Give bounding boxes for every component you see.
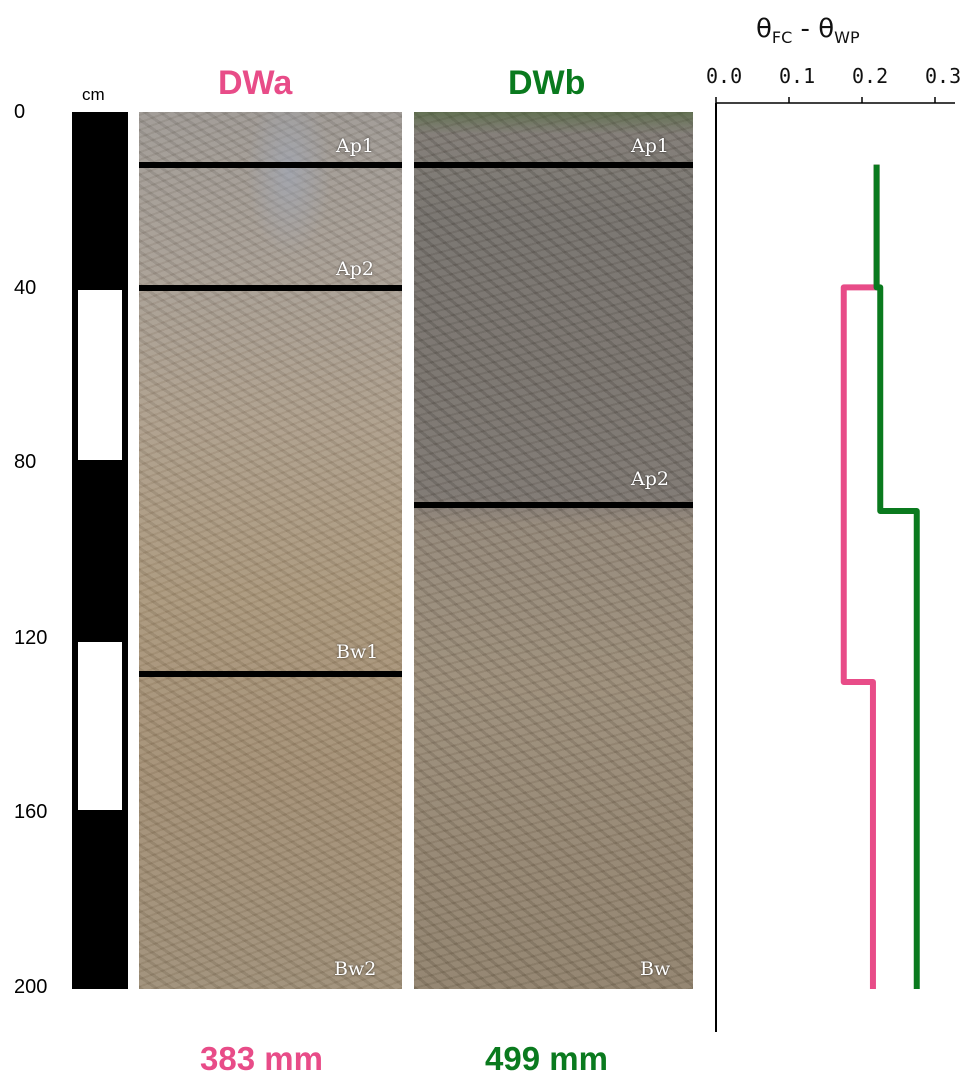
depth-label-120: 120 — [14, 627, 48, 649]
horizon-boundary-dwa-3 — [139, 671, 402, 677]
series-line-dwb — [873, 164, 920, 989]
depth-label-200: 200 — [14, 976, 48, 998]
horizon-boundary-dwb-2 — [414, 502, 693, 508]
horizon-label-dwb-ap1: Ap1 — [631, 135, 669, 157]
horizon-boundary-dwa-2 — [139, 285, 402, 291]
x-tick-label-1: 0.1 — [779, 64, 816, 88]
depth-label-0: 0 — [14, 101, 26, 123]
horizon-label-dwa-ap2: Ap2 — [336, 258, 374, 280]
horizon-label-dwa-ap1: Ap1 — [336, 135, 374, 157]
horizon-label-dwb-ap2: Ap2 — [631, 468, 669, 490]
depth-label-160: 160 — [14, 801, 48, 823]
x-tick-label-0: 0.0 — [706, 64, 743, 88]
chart-title-theta-1: θ — [756, 14, 772, 44]
depth-label-40: 40 — [14, 277, 37, 299]
soil-photo-dwa — [139, 112, 402, 989]
ruler-unit-label: cm — [82, 85, 105, 104]
ruler-white-segment — [78, 290, 122, 460]
soil-photo-dwb — [414, 112, 693, 989]
horizon-label-dwa-bw2: Bw2 — [334, 958, 377, 980]
chart-title-sub-wp: WP — [834, 28, 860, 48]
ruler-white-segment — [78, 642, 122, 810]
series-line-dwa — [840, 164, 880, 989]
x-tick-label-3: 0.3 — [925, 64, 962, 88]
profile-title-dwa: DWa — [218, 64, 293, 102]
total-dwa: 383 mm — [200, 1040, 323, 1077]
total-dwb: 499 mm — [485, 1040, 608, 1077]
horizon-label-dwb-bw: Bw — [640, 958, 671, 980]
horizon-boundary-dwb-1 — [414, 162, 693, 168]
depth-label-80: 80 — [14, 451, 37, 473]
x-tick-label-2: 0.2 — [852, 64, 889, 88]
horizon-label-dwa-bw1: Bw1 — [336, 641, 379, 663]
horizon-boundary-dwa-1 — [139, 162, 402, 168]
chart-title-mid: - θ — [792, 14, 835, 44]
profile-title-dwb: DWb — [508, 64, 586, 102]
chart-title: θFC - θWP — [756, 14, 860, 47]
chart-title-sub-fc: FC — [771, 28, 793, 48]
depth-ruler — [72, 112, 128, 989]
